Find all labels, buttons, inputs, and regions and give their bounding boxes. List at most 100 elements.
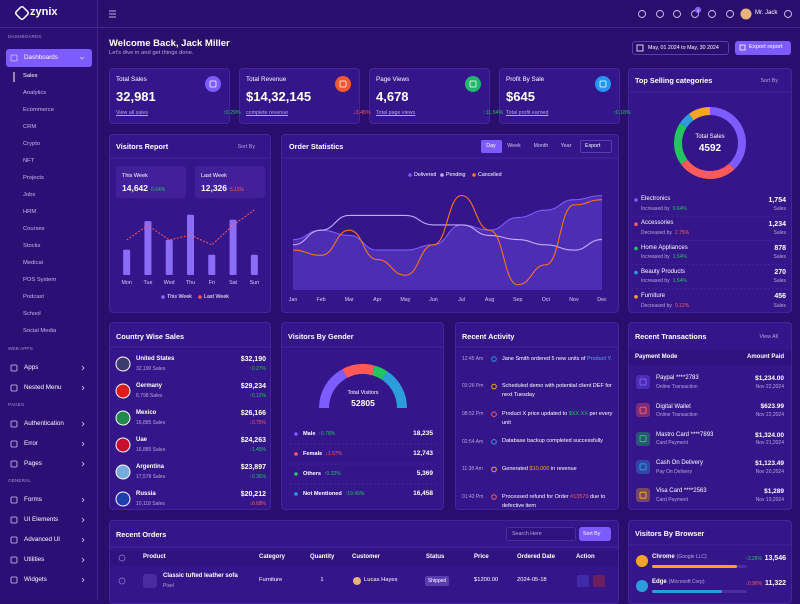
gender-count: 12,743: [413, 449, 433, 457]
tab[interactable]: Day: [486, 143, 496, 150]
tab[interactable]: Month: [533, 143, 549, 150]
sidebar-subitem[interactable]: CRM: [23, 124, 37, 131]
stat-title: Page Views: [376, 76, 410, 84]
country-amount: $20,212: [240, 490, 266, 498]
order-date: 2024-05-18: [517, 577, 547, 584]
gender-row: Not Mentioned ↑19.45%: [303, 491, 364, 498]
sidebar-item[interactable]: Utilities: [24, 556, 45, 564]
sort-button[interactable]: Sort By: [760, 77, 778, 84]
summary-value: 14,642: [122, 182, 148, 193]
sidebar-subitem[interactable]: Jobs: [23, 192, 36, 199]
stat-link[interactable]: Total profit earned: [506, 109, 549, 116]
sidebar-subitem[interactable]: Crypto: [23, 141, 41, 148]
browser-change: ↑3.26%: [745, 555, 762, 562]
category-unit: Sales: [773, 205, 786, 212]
change-text: Increased by: [641, 254, 670, 261]
sidebar-subitem[interactable]: Podcast: [23, 294, 44, 301]
sidebar-subitem[interactable]: Analytics: [23, 90, 47, 97]
sidebar-subitem[interactable]: Medical: [23, 260, 43, 267]
search-box[interactable]: [506, 527, 576, 541]
delete-button[interactable]: [593, 575, 605, 587]
stat-icon-glyph: [469, 80, 477, 88]
payment-icon: [636, 403, 650, 418]
stat-link[interactable]: View all sales: [116, 109, 148, 116]
sidebar-item[interactable]: Authentication: [24, 420, 64, 428]
payment-date: Nov 21,2024: [755, 440, 784, 447]
gauge-segment: [319, 369, 348, 409]
payment-amount: $1,289: [764, 488, 784, 496]
view-button[interactable]: [577, 575, 589, 587]
browser-row: Chrome (Google LLC): [652, 554, 707, 562]
x-tick-label: Jul: [458, 296, 465, 303]
category-name: Accessories: [641, 220, 674, 227]
topbar-icon: [726, 10, 734, 18]
sidebar-item[interactable]: Dashboards: [24, 54, 58, 62]
date-range[interactable]: [632, 41, 729, 55]
category-sales: 270: [774, 269, 786, 277]
sidebar-item[interactable]: Forms: [24, 496, 42, 504]
gauge-segment: [342, 364, 375, 379]
sidebar-subitem[interactable]: School: [23, 311, 41, 318]
sidebar-subitem[interactable]: Sales: [23, 73, 38, 80]
country-name: Mexico: [136, 410, 157, 417]
payment-icon: [636, 375, 650, 389]
sidebar-item[interactable]: Error: [24, 440, 38, 448]
tab[interactable]: Year: [560, 143, 572, 150]
column-header: Ordered Date: [517, 554, 556, 561]
sidebar-item[interactable]: UI Elements: [24, 516, 59, 524]
sidebar-subitem[interactable]: NFT: [23, 158, 35, 165]
sort-button[interactable]: [579, 527, 611, 541]
legend-label: This Week: [167, 293, 192, 300]
sidebar-subitem[interactable]: Projects: [23, 175, 44, 182]
sidebar-item[interactable]: Nested Menu: [24, 384, 62, 392]
gender-name: Female: [303, 450, 323, 457]
payment-date: Nov 19,2024: [755, 497, 784, 504]
gender-row: Others ↑0.32%: [303, 471, 341, 478]
line-series: [126, 209, 255, 246]
stat-link[interactable]: Total page views: [376, 109, 416, 116]
sidebar-subitem[interactable]: Social Media: [23, 328, 57, 335]
gender-row: Female ↓1.57%: [303, 451, 342, 458]
chevron: [81, 385, 85, 391]
badge: [694, 6, 702, 14]
activity-text: per every unit: [502, 410, 613, 426]
view-all[interactable]: View All: [759, 333, 778, 340]
stat-icon: [335, 76, 351, 92]
sidebar-item[interactable]: Pages: [24, 460, 42, 468]
sidebar-subitem[interactable]: Courses: [23, 226, 45, 233]
stat-change: ↑11.54%: [483, 109, 504, 116]
sidebar-item[interactable]: Widgets: [24, 576, 47, 584]
sidebar-subitem[interactable]: POS System: [23, 277, 57, 284]
legend-dot: [198, 295, 202, 299]
bar: [165, 240, 173, 275]
sort-button[interactable]: Sort By: [237, 143, 255, 150]
column-header: Quantity: [310, 554, 335, 561]
country-amount: $23,897: [240, 463, 266, 471]
category-name: Home Appliances: [641, 244, 688, 251]
export-small[interactable]: [580, 140, 612, 153]
export-button[interactable]: [735, 41, 791, 55]
sidebar-item-active[interactable]: [6, 49, 92, 67]
stat-icon: [465, 76, 481, 92]
quantity: 1: [320, 577, 324, 584]
payment-name: Digital Wallet: [656, 403, 691, 410]
activity-dot: [491, 356, 497, 362]
activity-text: Database backup completed successfully: [502, 438, 603, 445]
sidebar-subitem[interactable]: Ecommerce: [23, 107, 54, 114]
stat-icon: [205, 76, 221, 92]
topbar-icon: [673, 10, 681, 18]
sidebar-item[interactable]: Advanced UI: [24, 536, 61, 544]
sidebar-subitem[interactable]: Stocks: [23, 243, 41, 250]
sidebar-item[interactable]: Apps: [24, 364, 39, 372]
stat-link[interactable]: complete revenue: [246, 109, 289, 116]
sidebar-icon: [10, 516, 18, 524]
country-name: Argentina: [136, 464, 165, 471]
sidebar-subitem[interactable]: HRM: [23, 209, 37, 216]
legend-label: Pending: [446, 171, 466, 178]
x-tick-label: Nov: [569, 296, 579, 303]
tab-active[interactable]: [481, 140, 502, 153]
tab[interactable]: Week: [507, 143, 521, 150]
x-tick-label: Sat: [229, 279, 238, 286]
